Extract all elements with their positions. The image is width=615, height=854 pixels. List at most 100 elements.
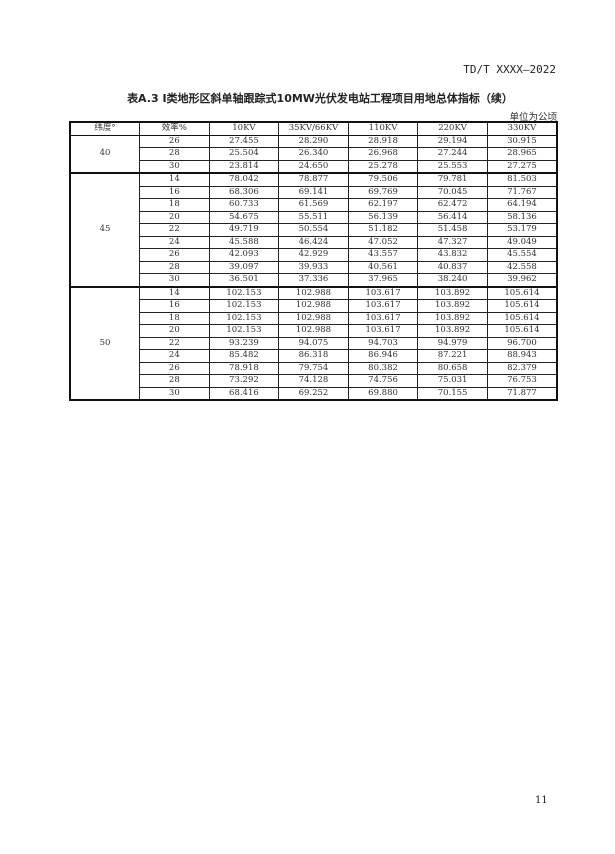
value-cell: 102.153 [208,324,280,338]
value-cell: 103.617 [347,324,419,338]
value-cell: 81.503 [486,172,558,187]
land-use-table: 纬度° 效率% 10KV 35KV/66KV 110KV 220KV 330KV 40 26 2… [69,121,558,401]
table-row: 28 25.504 26.340 26.968 27.244 28.965 [70,147,558,161]
value-cell: 94.703 [347,336,419,350]
value-cell: 86.318 [278,349,349,363]
efficiency-cell: 30 [139,386,210,401]
value-cell: 86.946 [347,349,419,363]
table-row: 28 73.292 74.128 74.756 75.031 76.753 [70,374,558,388]
value-cell: 103.617 [347,299,419,313]
value-cell: 38.240 [417,273,488,287]
latitude-cell: 45 [69,172,141,287]
unit-label: 单位为公顷 [509,112,557,123]
column-header: 220KV [417,121,488,136]
efficiency-cell: 14 [139,285,210,300]
value-cell: 27.244 [417,147,488,161]
value-cell: 74.756 [347,374,419,388]
value-cell: 68.306 [208,185,280,199]
table-row: 28 39.097 39.933 40.561 40.837 42.558 [70,260,558,274]
value-cell: 64.194 [486,198,558,212]
value-cell: 60.733 [208,198,280,212]
table-row: 30 68.416 69.252 69.880 70.155 71.877 [70,386,558,401]
table-row: 18 102.153 102.988 103.617 103.892 105.614 [70,311,558,325]
value-cell: 73.292 [208,374,280,388]
column-header: 效率% [139,121,210,136]
value-cell: 70.155 [417,386,488,401]
value-cell: 105.614 [486,299,558,313]
value-cell: 68.416 [208,386,280,401]
value-cell: 103.892 [417,285,488,300]
value-cell: 62.472 [417,198,488,212]
table-row: 18 60.733 61.569 62.197 62.472 64.194 [70,198,558,212]
value-cell: 37.965 [347,273,419,287]
value-cell: 42.093 [208,248,280,262]
table-header-row: 纬度° 效率% 10KV 35KV/66KV 110KV 220KV 330KV [69,121,558,136]
value-cell: 56.414 [417,210,488,224]
table-row: 24 45.588 46.424 47.052 47.327 49.049 [70,235,558,249]
value-cell: 105.614 [486,285,558,300]
value-cell: 103.892 [417,299,488,313]
value-cell: 56.139 [347,210,419,224]
latitude-cell: 40 [69,134,141,174]
table-row: 22 49.719 50.554 51.182 51.458 53.179 [70,223,558,237]
column-header: 10KV [208,121,280,136]
value-cell: 49.719 [208,223,280,237]
value-cell: 42.929 [278,248,349,262]
latitude-cell: 50 [69,285,141,401]
efficiency-cell: 18 [139,311,210,325]
table-row: 50 14 102.153 102.988 103.617 103.892 105.614 [69,285,558,401]
value-cell: 79.506 [347,172,419,187]
efficiency-cell: 16 [139,299,210,313]
value-cell: 30.915 [486,134,558,148]
value-cell: 69.769 [347,185,419,199]
value-cell: 46.424 [278,235,349,249]
value-cell: 102.988 [278,324,349,338]
efficiency-cell: 28 [139,147,210,161]
value-cell: 42.558 [486,260,558,274]
efficiency-cell: 26 [139,134,210,148]
efficiency-cell: 22 [139,223,210,237]
efficiency-cell: 20 [139,324,210,338]
value-cell: 103.617 [347,311,419,325]
value-cell: 94.979 [417,336,488,350]
value-cell: 103.892 [417,324,488,338]
value-cell: 37.336 [278,273,349,287]
table-row: 30 23.814 24.650 25.278 25.553 27.275 [70,159,558,174]
value-cell: 26.968 [347,147,419,161]
table-row: 16 68.306 69.141 69.769 70.045 71.767 [70,185,558,199]
value-cell: 105.614 [486,324,558,338]
value-cell: 25.553 [417,159,488,174]
table-row: 26 78.918 79.754 80.382 80.658 82.379 [70,361,558,375]
table-row: 20 54.675 55.511 56.139 56.414 58.136 [70,210,558,224]
value-cell: 79.781 [417,172,488,187]
document-code: TD/T XXXX—2022 [463,63,556,76]
value-cell: 51.182 [347,223,419,237]
value-cell: 96.700 [486,336,558,350]
value-cell: 39.097 [208,260,280,274]
value-cell: 71.767 [486,185,558,199]
value-cell: 49.049 [486,235,558,249]
value-cell: 55.511 [278,210,349,224]
value-cell: 69.252 [278,386,349,401]
column-header: 330KV [486,121,558,136]
value-cell: 102.988 [278,311,349,325]
column-header: 110KV [347,121,419,136]
efficiency-cell: 28 [139,374,210,388]
efficiency-cell: 28 [139,260,210,274]
value-cell: 74.128 [278,374,349,388]
value-cell: 76.753 [486,374,558,388]
efficiency-cell: 16 [139,185,210,199]
value-cell: 58.136 [486,210,558,224]
table-row: 20 102.153 102.988 103.617 103.892 105.614 [70,324,558,338]
value-cell: 102.153 [208,299,280,313]
efficiency-cell: 30 [139,273,210,287]
value-cell: 23.814 [208,159,280,174]
value-cell: 75.031 [417,374,488,388]
value-cell: 28.918 [347,134,419,148]
value-cell: 80.658 [417,361,488,375]
efficiency-cell: 18 [139,198,210,212]
value-cell: 78.877 [278,172,349,187]
table-row: 16 102.153 102.988 103.617 103.892 105.614 [70,299,558,313]
value-cell: 70.045 [417,185,488,199]
value-cell: 94.075 [278,336,349,350]
